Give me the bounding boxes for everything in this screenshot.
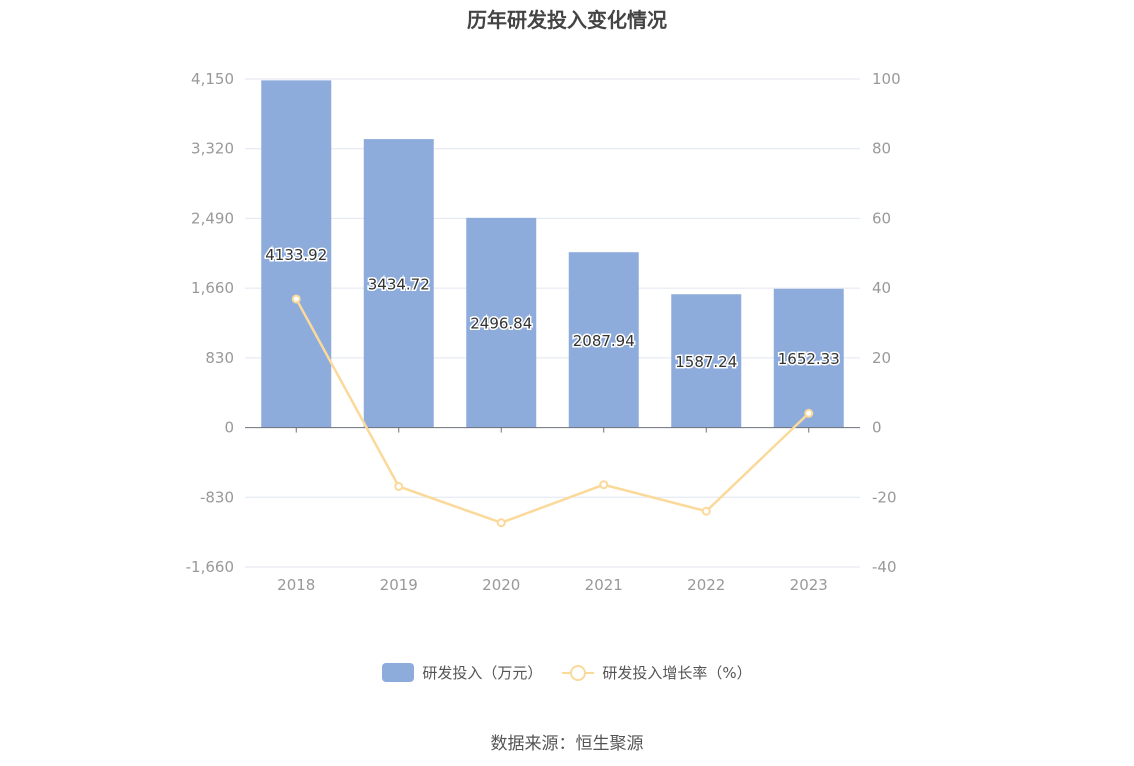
bar-2021 bbox=[568, 252, 639, 428]
legend-bar-label: 研发投入（万元） bbox=[422, 664, 543, 682]
x-tick-label: 2018 bbox=[277, 576, 315, 594]
legend-line-swatch bbox=[562, 663, 595, 682]
bar-2022 bbox=[671, 294, 742, 428]
y-left-tick-label: 2,490 bbox=[191, 209, 234, 227]
bar-2019 bbox=[363, 139, 434, 428]
x-tick-label: 2019 bbox=[380, 576, 418, 594]
y-left-tick-label: 0 bbox=[224, 419, 234, 437]
y-right-tick-label: -20 bbox=[872, 488, 897, 506]
y-left-tick-label: 3,320 bbox=[191, 140, 234, 158]
bar-value-label: 3434.72 bbox=[368, 275, 430, 293]
y-right-tick-label: -40 bbox=[872, 558, 897, 576]
y-left-tick-label: -1,660 bbox=[186, 558, 234, 576]
legend-item-line[interactable]: 研发投入增长率（%） bbox=[562, 662, 752, 683]
growth-point-2021 bbox=[599, 480, 609, 490]
growth-point-2019 bbox=[394, 481, 404, 491]
bar-value-label: 2496.84 bbox=[470, 315, 532, 333]
growth-point-2022 bbox=[701, 506, 711, 516]
y-right-tick-label: 60 bbox=[872, 209, 891, 227]
y-left-tick-label: 830 bbox=[205, 349, 234, 367]
bar-value-label: 1652.33 bbox=[778, 350, 840, 368]
bar-2018 bbox=[261, 80, 332, 428]
bar-value-label: 4133.92 bbox=[265, 246, 327, 264]
bar-value-label: 1587.24 bbox=[675, 353, 737, 371]
y-right-tick-label: 20 bbox=[872, 349, 891, 367]
growth-point-2023 bbox=[804, 408, 814, 418]
y-left-tick-label: 1,660 bbox=[191, 279, 234, 297]
growth-point-2018 bbox=[291, 294, 301, 304]
y-right-tick-label: 40 bbox=[872, 279, 891, 297]
chart-title: 历年研发投入变化情况 bbox=[467, 8, 667, 32]
x-tick-label: 2022 bbox=[687, 576, 725, 594]
bar-value-label: 2087.94 bbox=[573, 332, 635, 350]
chart-plot: 4,150 3,320 2,490 1,660 830 0 -830 -1,660 100 80 6… bbox=[186, 70, 901, 594]
y-left-tick-label: -830 bbox=[200, 488, 234, 506]
growth-rate-line bbox=[295, 298, 810, 525]
bar-2023 bbox=[773, 288, 844, 428]
y-right-tick-label: 0 bbox=[872, 419, 882, 437]
y-right-tick-label: 80 bbox=[872, 140, 891, 158]
legend-bar-swatch bbox=[382, 663, 415, 682]
y-right-tick-label: 100 bbox=[872, 70, 901, 88]
source-note: 数据来源：恒生聚源 bbox=[490, 734, 644, 754]
growth-point-2020 bbox=[496, 518, 506, 528]
x-tick-label: 2023 bbox=[790, 576, 828, 594]
legend-item-bar[interactable]: 研发投入（万元） bbox=[382, 662, 542, 683]
x-tick-label: 2020 bbox=[482, 576, 520, 594]
bar-2020 bbox=[466, 217, 537, 428]
y-left-tick-label: 4,150 bbox=[191, 70, 234, 88]
legend-line-label: 研发投入增长率（%） bbox=[602, 664, 752, 682]
chart-legend: 研发投入（万元） 研发投入增长率（%） bbox=[0, 662, 1134, 683]
x-tick-label: 2021 bbox=[585, 576, 623, 594]
